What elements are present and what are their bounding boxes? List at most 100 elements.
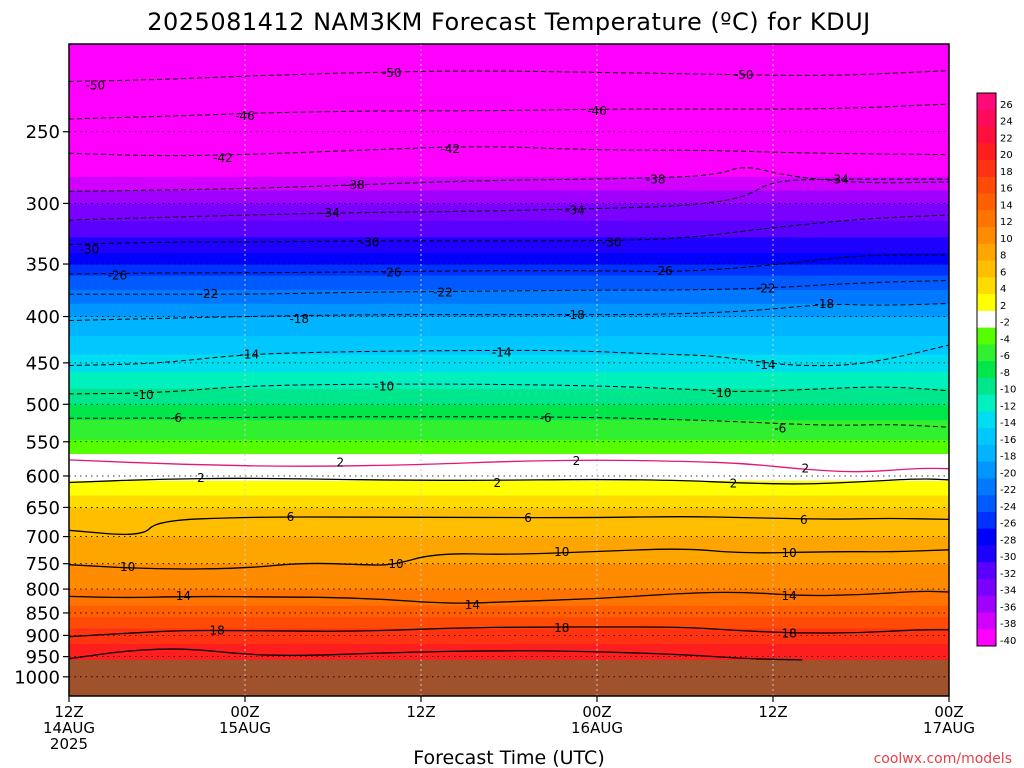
temperature-band bbox=[69, 466, 949, 470]
temperature-band bbox=[69, 497, 949, 502]
temperature-band bbox=[69, 248, 949, 254]
y-tick-label: 650 bbox=[26, 498, 60, 519]
temperature-band bbox=[69, 92, 949, 100]
colorbar-label: 20 bbox=[1000, 150, 1013, 161]
temperature-band bbox=[69, 344, 949, 351]
contour-label: 2 bbox=[573, 454, 581, 468]
temperature-band bbox=[69, 215, 949, 222]
contour-label: 6 bbox=[287, 510, 295, 524]
temperature-band bbox=[69, 383, 949, 389]
temperature-band bbox=[69, 125, 949, 133]
temperature-band bbox=[69, 545, 949, 551]
temperature-band bbox=[69, 651, 949, 657]
y-tick-label: 300 bbox=[26, 194, 60, 215]
temperature-band bbox=[69, 536, 949, 542]
temperature-band bbox=[69, 332, 949, 337]
temperature-band bbox=[69, 44, 949, 51]
temperature-band bbox=[69, 419, 949, 426]
y-tick-label: 250 bbox=[26, 122, 60, 143]
y-tick-label: 950 bbox=[26, 647, 60, 668]
temperature-band bbox=[69, 584, 949, 590]
x-tick-label: 00Z bbox=[230, 703, 259, 721]
contour-label: 10 bbox=[120, 560, 135, 574]
temperature-band bbox=[69, 477, 949, 481]
temperature-band bbox=[69, 306, 949, 311]
temperature-band bbox=[69, 554, 949, 560]
temperature-band bbox=[69, 62, 949, 70]
temperature-band bbox=[69, 104, 949, 111]
y-tick-label: 400 bbox=[26, 307, 60, 328]
temperature-band bbox=[69, 270, 949, 276]
temperature-band bbox=[69, 322, 949, 327]
ground-fill bbox=[69, 659, 949, 696]
contour-label: 18 bbox=[781, 627, 796, 641]
temperature-band bbox=[69, 395, 949, 401]
colorbar-label: -34 bbox=[1000, 586, 1016, 597]
colorbar-label: -20 bbox=[1000, 468, 1016, 479]
temperature-band bbox=[69, 285, 949, 290]
colorbar-swatch bbox=[977, 411, 996, 429]
temperature-band bbox=[69, 316, 949, 321]
temperature-band bbox=[69, 339, 949, 346]
colorbar-label: 14 bbox=[1000, 200, 1013, 211]
temperature-band bbox=[69, 281, 949, 287]
colorbar-swatch bbox=[977, 143, 996, 161]
colorbar-label: -32 bbox=[1000, 569, 1016, 580]
colorbar-label: 16 bbox=[1000, 184, 1013, 195]
temperature-band bbox=[69, 161, 949, 168]
contour-line bbox=[69, 178, 949, 221]
contour-label: -14 bbox=[756, 358, 776, 372]
contour-label: -6 bbox=[540, 411, 552, 425]
temperature-band bbox=[69, 141, 949, 148]
colorbar-label: 10 bbox=[1000, 234, 1013, 245]
temperature-band bbox=[69, 68, 949, 76]
contour-line bbox=[69, 167, 949, 192]
colorbar-label: -16 bbox=[1000, 435, 1016, 446]
contour-label: 2 bbox=[197, 471, 205, 485]
colorbar-swatch bbox=[977, 444, 996, 463]
contour-lines bbox=[69, 70, 949, 661]
contour-label: -26 bbox=[653, 264, 673, 278]
temperature-band bbox=[69, 500, 949, 505]
temperature-band bbox=[69, 370, 949, 375]
y-tick-label: 500 bbox=[26, 395, 60, 416]
temperature-band bbox=[69, 146, 949, 153]
colorbar-swatch bbox=[977, 193, 996, 211]
temperature-band bbox=[69, 362, 949, 367]
colorbar-label: -2 bbox=[1000, 318, 1010, 329]
contour-label: -50 bbox=[734, 68, 754, 82]
temperature-band bbox=[69, 612, 949, 618]
temperature-band bbox=[69, 434, 949, 440]
temperature-band bbox=[69, 503, 949, 508]
temperature-band bbox=[69, 202, 949, 209]
temperature-band bbox=[69, 80, 949, 88]
y-tick-label: 850 bbox=[26, 603, 60, 624]
temperature-band bbox=[69, 365, 949, 370]
contour-label: 2 bbox=[493, 476, 501, 490]
colorbar-label: -10 bbox=[1000, 385, 1016, 396]
temperature-band bbox=[69, 411, 949, 416]
temperature-band bbox=[69, 115, 949, 122]
temperature-band bbox=[69, 424, 949, 431]
colorbar-label: -18 bbox=[1000, 452, 1016, 463]
terrain-below-ground bbox=[69, 659, 949, 696]
contour-label: -30 bbox=[80, 243, 100, 257]
contour-line bbox=[69, 516, 949, 535]
x-tick-label: 17AUG bbox=[923, 719, 975, 737]
contour-line bbox=[69, 648, 803, 661]
colorbar-label: 12 bbox=[1000, 217, 1013, 228]
x-tick-label: 12Z bbox=[406, 703, 435, 721]
colorbar-swatch bbox=[977, 595, 996, 613]
temperature-band bbox=[69, 596, 949, 602]
x-tick-label: 15AUG bbox=[219, 719, 271, 737]
contour-label: -38 bbox=[345, 178, 365, 192]
contour-line bbox=[69, 146, 949, 157]
temperature-band bbox=[69, 473, 949, 477]
contour-label: -18 bbox=[815, 297, 835, 311]
contour-line bbox=[69, 344, 949, 367]
contour-line bbox=[69, 477, 949, 485]
contour-label: -22 bbox=[756, 282, 776, 296]
contour-label: -50 bbox=[382, 66, 402, 80]
contour-line bbox=[69, 254, 949, 275]
x-tick-label: 14AUG bbox=[43, 719, 95, 737]
